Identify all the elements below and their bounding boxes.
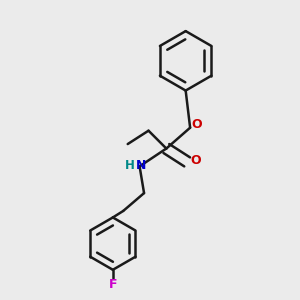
- Text: F: F: [109, 278, 117, 290]
- Text: N: N: [136, 159, 146, 172]
- Text: O: O: [191, 118, 202, 131]
- Text: O: O: [190, 154, 201, 167]
- Text: H: H: [125, 159, 135, 172]
